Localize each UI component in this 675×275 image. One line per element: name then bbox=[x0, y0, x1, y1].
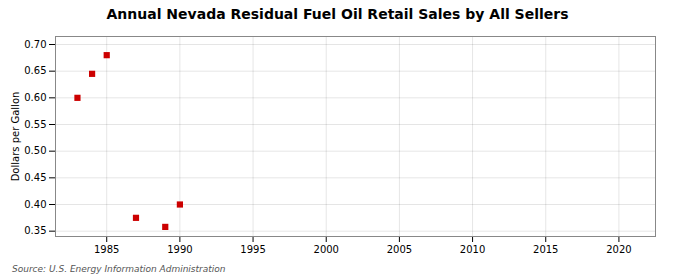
svg-text:0.60: 0.60 bbox=[24, 92, 46, 103]
html-text:Source: U.S. Energy Informatio: Source: U.S. Energy Information Administ… bbox=[12, 264, 226, 274]
svg-text:0.40: 0.40 bbox=[24, 199, 46, 210]
svg-text:2005: 2005 bbox=[387, 244, 412, 255]
svg-text:0.65: 0.65 bbox=[24, 65, 46, 76]
svg-text:2010: 2010 bbox=[460, 244, 485, 255]
svg-text:1985: 1985 bbox=[94, 244, 119, 255]
svg-text:0.55: 0.55 bbox=[24, 119, 46, 130]
svg-text:1995: 1995 bbox=[240, 244, 265, 255]
svg-text:0.70: 0.70 bbox=[24, 39, 46, 50]
svg-text:2000: 2000 bbox=[314, 244, 339, 255]
svg-text:1990: 1990 bbox=[167, 244, 192, 255]
svg-text:2020: 2020 bbox=[606, 244, 631, 255]
svg-text:0.50: 0.50 bbox=[24, 145, 46, 156]
svg-text:0.45: 0.45 bbox=[24, 172, 46, 183]
svg-text:0.35: 0.35 bbox=[24, 225, 46, 236]
svg-text:Dollars per Gallon: Dollars per Gallon bbox=[10, 92, 21, 182]
svg-text:2015: 2015 bbox=[533, 244, 558, 255]
html-text:Annual Nevada Residual Fuel Oi: Annual Nevada Residual Fuel Oil Retail S… bbox=[106, 6, 569, 22]
